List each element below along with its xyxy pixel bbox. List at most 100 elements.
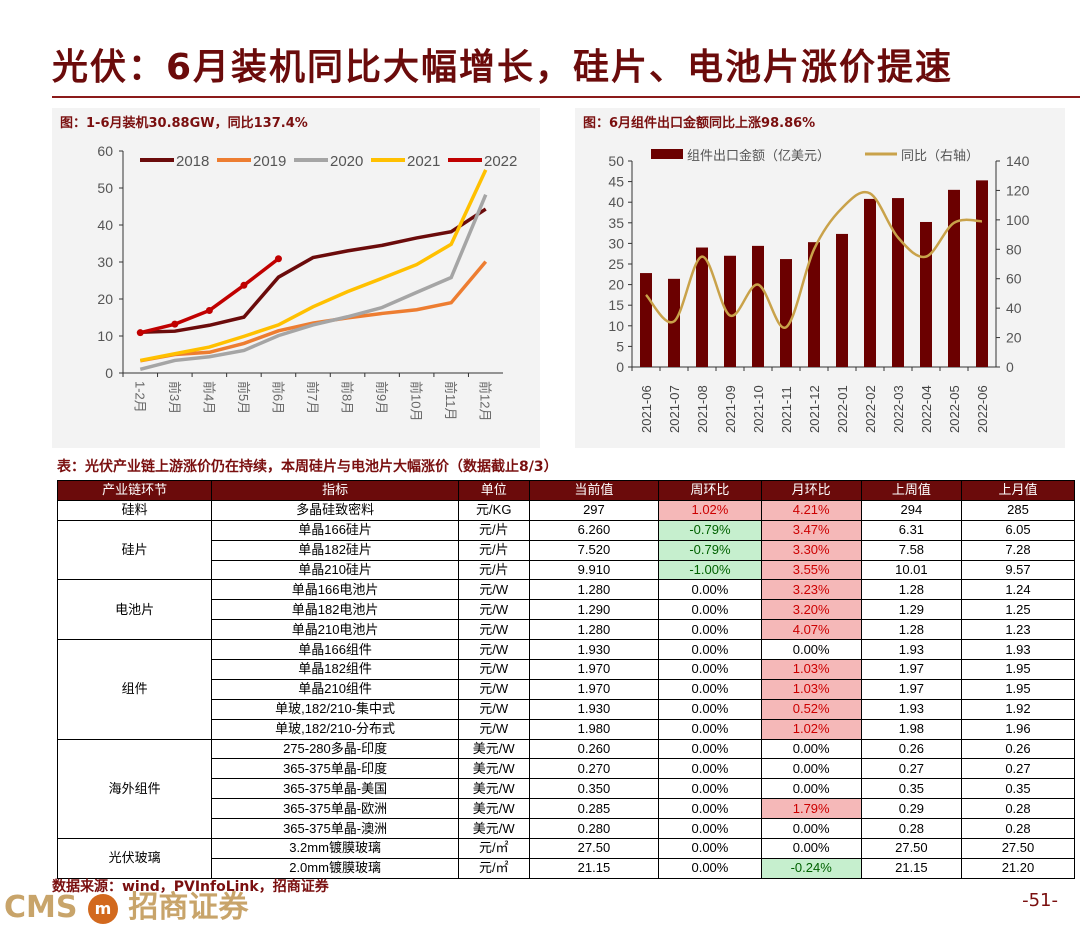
table-cell: 297 xyxy=(528,499,660,521)
legend-label: 2018 xyxy=(176,153,209,170)
table-row: 硅料 多晶硅致密料 元/KG 297 1.02% 4.21% 294 285 xyxy=(56,499,1076,521)
table-cell: 0.00% xyxy=(658,698,762,720)
table-cell: 单晶210组件 xyxy=(211,678,459,700)
logo-mark-icon: m xyxy=(87,893,118,924)
table-cell: 1.98 xyxy=(860,718,962,740)
table-cell: 元/W xyxy=(457,579,530,601)
table-cell: 0.00% xyxy=(658,798,762,820)
table-cell: 0.28 xyxy=(860,818,962,840)
table-cell: 0.00% xyxy=(658,599,762,621)
column-header: 月环比 xyxy=(760,480,862,501)
y-tick-label: 0 xyxy=(616,359,624,375)
table-cell: -1.00% xyxy=(658,559,762,581)
table-cell: 27.50 xyxy=(860,838,962,859)
bar xyxy=(976,180,988,367)
table-cell: 1.79% xyxy=(760,798,862,820)
table-cell: 365-375单晶-欧洲 xyxy=(211,798,459,820)
table-cell: 0.00% xyxy=(658,619,762,641)
table-cell: 元/W xyxy=(457,698,530,720)
table-cell: 1.93 xyxy=(860,639,962,661)
table-cell: 1.980 xyxy=(528,718,660,740)
y2-tick-label: 80 xyxy=(1006,241,1022,257)
table-cell: 1.25 xyxy=(960,599,1076,621)
cms-logo: CMS m 招商证券 xyxy=(4,882,248,926)
x-tick-label: 2021-08 xyxy=(695,385,710,433)
y-tick-label: 60 xyxy=(97,143,113,159)
column-header: 上月值 xyxy=(960,480,1076,501)
segment-cell: 组件 xyxy=(56,639,213,740)
table-cell: 0.00% xyxy=(658,857,762,879)
table-cell: 1.93 xyxy=(860,698,962,720)
table-cell: 0.00% xyxy=(658,738,762,760)
table-cell: 27.50 xyxy=(528,838,660,859)
table-cell: 0.35 xyxy=(860,778,962,800)
table-row: 2.0mm镀膜玻璃 元/㎡ 21.15 0.00% -0.24% 21.15 21.20 xyxy=(58,857,1076,879)
column-header: 周环比 xyxy=(658,480,762,501)
table-cell: 0.00% xyxy=(760,778,862,800)
table-cell: 0.00% xyxy=(658,639,762,661)
table-cell: 3.47% xyxy=(760,519,862,541)
table-cell: 元/片 xyxy=(457,519,530,541)
table-cell: 单晶210硅片 xyxy=(211,559,459,581)
table-cell: 0.00% xyxy=(658,659,762,680)
table-cell: 1.02% xyxy=(760,718,862,740)
y2-tick-label: 40 xyxy=(1006,300,1022,316)
chart-title: 图：1-6月装机30.88GW，同比137.4% xyxy=(60,116,308,131)
table-cell: 元/片 xyxy=(457,559,530,581)
y-tick-label: 5 xyxy=(616,338,624,354)
table-cell: 275-280多晶-印度 xyxy=(211,738,459,760)
table-cell: 0.35 xyxy=(960,778,1076,800)
table-cell: 27.50 xyxy=(960,838,1076,859)
table-cell: -0.79% xyxy=(658,539,762,561)
y2-tick-label: 20 xyxy=(1006,330,1022,346)
table-cell: 365-375单晶-澳洲 xyxy=(211,818,459,840)
x-tick-label: 2021-12 xyxy=(807,385,822,433)
export-bar-chart: 0 5 10 15 20 25 30 35 40 45 50 0 20 40 60 80 100 120 140 20… xyxy=(608,148,1029,433)
x-tick-label: 2021-11 xyxy=(779,386,794,433)
column-header: 单位 xyxy=(457,480,530,501)
table-cell: 285 xyxy=(960,499,1076,521)
legend-label: 2021 xyxy=(407,153,440,170)
legend-label: 同比（右轴） xyxy=(901,148,979,163)
table-cell: 1.930 xyxy=(528,639,660,661)
table-cell: 0.00% xyxy=(760,738,862,760)
table-cell: 0.26 xyxy=(860,738,962,760)
table-cell: 0.28 xyxy=(960,818,1076,840)
table-cell: 元/KG xyxy=(457,499,530,521)
table-cell: 9.57 xyxy=(960,559,1076,581)
segment-cell: 海外组件 xyxy=(56,738,213,840)
table-row: 单晶210组件 元/W 1.970 0.00% 1.03% 1.97 1.95 xyxy=(58,678,1076,700)
y2-tick-label: 0 xyxy=(1006,359,1014,375)
table-row: 单玻,182/210-分布式 元/W 1.980 0.00% 1.02% 1.98 1.96 xyxy=(58,718,1076,740)
chart-title: 图：6月组件出口金额同比上涨98.86% xyxy=(583,116,816,131)
table-cell: 1.03% xyxy=(760,659,862,680)
x-tick-label: 2022-06 xyxy=(975,385,990,433)
table-cell: 元/㎡ xyxy=(457,838,530,859)
x-tick-label: 前6月 xyxy=(270,381,285,414)
segment-cell: 硅片 xyxy=(56,519,213,581)
series-line-2021 xyxy=(139,169,488,363)
table-cell: 1.97 xyxy=(860,659,962,680)
yoy-line xyxy=(645,190,983,329)
install-line-chart: 0 10 20 30 40 50 60 1-2月 前3月 前4月 前5月 前6月 前7月 前8月 前9月 前1… xyxy=(97,143,517,421)
table-cell: 0.26 xyxy=(960,738,1076,760)
table-cell: 3.20% xyxy=(760,599,862,621)
table-cell: 21.20 xyxy=(960,857,1076,879)
table-cell: 美元/W xyxy=(457,758,530,780)
y-tick-label: 20 xyxy=(608,277,624,293)
install-chart-panel: 图：1-6月装机30.88GW，同比137.4% 0 10 20 30 40 50 60 1-… xyxy=(52,108,540,448)
table-cell: 美元/W xyxy=(457,738,530,760)
export-chart-panel: 图：6月组件出口金额同比上涨98.86% 0 5 10 15 20 25 30 35 40 45 5… xyxy=(575,108,1065,448)
table-cell: 单晶182硅片 xyxy=(211,539,459,561)
table-cell: 1.28 xyxy=(860,619,962,641)
table-cell: -0.24% xyxy=(760,857,862,879)
series-line-2020 xyxy=(139,193,488,371)
bar xyxy=(892,198,904,367)
y-tick-label: 30 xyxy=(608,235,624,251)
x-tick-label: 2021-09 xyxy=(723,385,738,433)
column-header: 产业链环节 xyxy=(56,480,213,501)
x-tick-label: 2022-03 xyxy=(891,385,906,433)
column-header: 上周值 xyxy=(860,480,962,501)
bar xyxy=(780,259,792,367)
table-cell: 3.23% xyxy=(760,579,862,601)
